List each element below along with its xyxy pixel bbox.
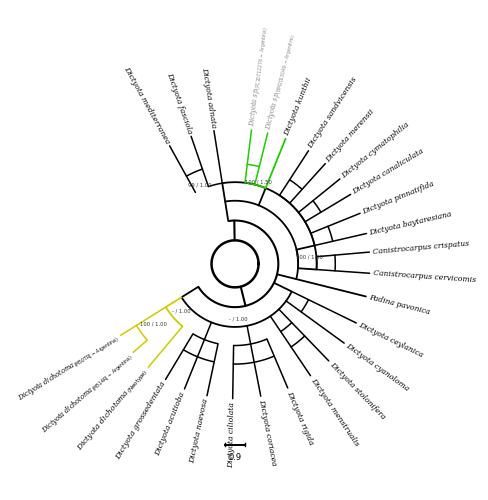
Text: Dictyota kunthii: Dictyota kunthii <box>283 76 313 138</box>
Text: - / 1.00: - / 1.00 <box>228 317 247 322</box>
Text: Dictyota cyanoloma: Dictyota cyanoloma <box>344 342 410 393</box>
Text: Dictyota grossedentata: Dictyota grossedentata <box>114 380 167 461</box>
Text: Dictyota fasciola: Dictyota fasciola <box>165 71 193 134</box>
Text: Dictyota pinnatifida: Dictyota pinnatifida <box>361 180 435 216</box>
Text: Dictyota coriacea: Dictyota coriacea <box>257 398 278 466</box>
Text: 100 / 1.00: 100 / 1.00 <box>295 254 322 260</box>
Text: Dictyota dichotoma$\mathit{_\mathrm{\,(M50TRJ\,-\,Argentina)}}$: Dictyota dichotoma$\mathit{_\mathrm{\,(M… <box>16 332 121 404</box>
Text: Dictyota dichotoma$\mathit{_\mathrm{\,(Neotype)}}$: Dictyota dichotoma$\mathit{_\mathrm{\,(N… <box>74 366 151 454</box>
Text: Dictyota mediterranea: Dictyota mediterranea <box>122 65 171 145</box>
Text: Dictyota dichotoma$\mathit{_\mathrm{\,(M514RJ\,-\,Argentina)}}$: Dictyota dichotoma$\mathit{_\mathrm{\,(M… <box>39 350 134 436</box>
Text: 100 / 1.00: 100 / 1.00 <box>140 322 166 326</box>
Text: 100 / 1.50: 100 / 1.50 <box>244 179 271 184</box>
Text: - / 1.00: - / 1.00 <box>171 308 190 314</box>
Text: Dictyota sp$\mathit{_\mathrm{(BM2013049\,-\,Argentina)}}$: Dictyota sp$\mathit{_\mathrm{(BM2013049\… <box>262 32 298 132</box>
Text: Dictyota adnata: Dictyota adnata <box>200 66 217 128</box>
Text: Dictyota ciliolata: Dictyota ciliolata <box>227 402 236 468</box>
Text: 0.9: 0.9 <box>228 453 241 462</box>
Text: Dictyota baytaresiana: Dictyota baytaresiana <box>368 210 452 236</box>
Text: Padina pavonica: Padina pavonica <box>367 294 430 316</box>
Text: Canistrocarpus cervicomis: Canistrocarpus cervicomis <box>372 270 475 284</box>
Text: Dictyota sp$\mathit{_\mathrm{(PC20712276\,-\,Argentina)}}$: Dictyota sp$\mathit{_\mathrm{(PC20712276… <box>245 26 269 128</box>
Text: Dictyota cymatophilia: Dictyota cymatophilia <box>339 120 410 180</box>
Text: Dictyota sandvicensis: Dictyota sandvicensis <box>306 76 358 150</box>
Text: Dictyota stolonifera: Dictyota stolonifera <box>327 360 386 421</box>
Text: Dictyota ceylanica: Dictyota ceylanica <box>357 321 424 359</box>
Text: Dictyota rigida: Dictyota rigida <box>285 390 315 446</box>
Text: 99 / 1.00: 99 / 1.00 <box>188 182 211 187</box>
Text: Dictyota menstrualis: Dictyota menstrualis <box>308 376 360 447</box>
Text: Dictyota naevosa: Dictyota naevosa <box>188 398 210 464</box>
Text: Dictyota canaliculata: Dictyota canaliculata <box>350 147 425 196</box>
Text: Canistrocarpus crispatus: Canistrocarpus crispatus <box>371 240 468 256</box>
Text: Dictyota acutioba: Dictyota acutioba <box>154 390 186 456</box>
Text: Dictyota merensii: Dictyota merensii <box>324 108 375 164</box>
